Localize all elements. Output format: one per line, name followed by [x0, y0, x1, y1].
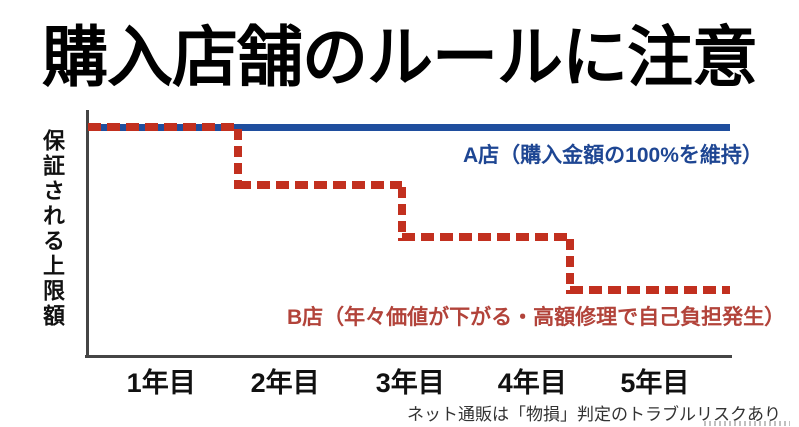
x-tick-year1: 1年目: [126, 368, 196, 398]
y-axis-line: [86, 110, 89, 358]
series-b-segment: [238, 180, 402, 189]
clipped-text-fragment: [704, 421, 790, 426]
page-title: 購入店舗のルールに注意: [42, 20, 758, 94]
series-b-drop: [234, 129, 243, 189]
x-tick-year4: 4年目: [497, 368, 567, 398]
x-tick-year2: 2年目: [250, 368, 320, 398]
series-b-drop: [397, 186, 406, 242]
series-b-segment: [401, 233, 571, 242]
x-axis-tick-labels: 1年目 2年目 3年目 4年目 5年目: [88, 361, 730, 398]
series-b-segment: [570, 286, 730, 295]
footer-note: ネット通販は「物損」判定のトラブルリスクあり: [407, 405, 781, 424]
series-b-drop: [566, 239, 575, 295]
series-b-annotation: B店（年々価値が下がる・高額修理で自己負担発生）: [287, 306, 786, 329]
series-a-line: [88, 123, 730, 131]
y-axis-label: 保証される上限額: [40, 129, 65, 329]
x-axis-line: [85, 355, 732, 358]
series-a-annotation: A店（購入金額の100%を維持）: [463, 144, 763, 167]
x-tick-year3: 3年目: [375, 368, 445, 398]
series-b-segment: [88, 123, 239, 131]
x-tick-year5: 5年目: [620, 368, 690, 398]
